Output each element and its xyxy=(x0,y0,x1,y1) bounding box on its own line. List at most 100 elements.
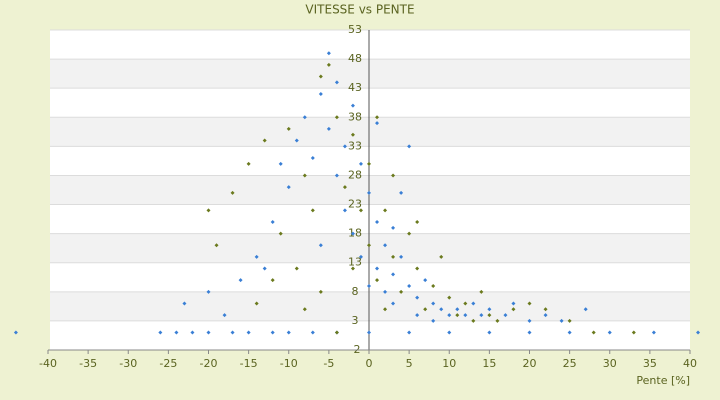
point xyxy=(334,173,339,178)
y-tick-label: 33 xyxy=(348,139,362,152)
point xyxy=(559,318,564,323)
plot-band xyxy=(50,262,690,292)
point xyxy=(342,144,347,149)
point xyxy=(447,313,452,318)
point xyxy=(262,138,267,143)
point xyxy=(375,278,380,283)
point xyxy=(310,156,315,160)
point xyxy=(511,301,516,306)
point xyxy=(391,173,396,178)
x-tick-label: 15 xyxy=(482,357,496,370)
y-tick-label: 38 xyxy=(348,110,362,123)
point xyxy=(270,220,275,224)
point xyxy=(358,208,363,213)
x-tick-label: -5 xyxy=(323,357,334,370)
point xyxy=(399,190,404,195)
y-tick-label: 48 xyxy=(348,52,362,65)
point xyxy=(455,307,460,312)
x-tick-label: 30 xyxy=(603,357,617,370)
point xyxy=(278,161,283,166)
point xyxy=(294,266,299,271)
point xyxy=(391,254,396,259)
chart-title: VITESSE vs PENTE xyxy=(305,3,414,17)
point xyxy=(696,330,701,335)
point xyxy=(407,231,412,236)
plot-band xyxy=(50,233,690,263)
point xyxy=(318,243,323,248)
point xyxy=(487,313,492,318)
point xyxy=(383,289,388,294)
y-tick-label: 18 xyxy=(348,227,362,240)
plot-band xyxy=(50,204,690,234)
x-tick-label: 25 xyxy=(563,357,577,370)
point xyxy=(375,115,380,120)
point xyxy=(318,289,323,294)
point xyxy=(527,301,532,306)
point xyxy=(367,161,371,166)
point xyxy=(407,144,412,149)
point xyxy=(415,220,420,224)
point xyxy=(334,80,339,85)
point xyxy=(439,254,444,259)
point xyxy=(415,266,420,271)
point xyxy=(230,190,235,195)
point xyxy=(367,243,371,248)
x-tick-label: 35 xyxy=(643,357,657,370)
point xyxy=(651,330,656,335)
plot-band xyxy=(50,88,690,118)
point xyxy=(607,330,612,335)
point xyxy=(342,208,347,213)
x-tick-label: -15 xyxy=(240,357,258,370)
point xyxy=(567,318,572,323)
point xyxy=(407,330,412,335)
point xyxy=(591,330,596,335)
y-tick-label: 43 xyxy=(348,81,362,94)
point xyxy=(399,289,404,294)
point xyxy=(318,74,323,79)
point xyxy=(182,301,187,306)
point xyxy=(527,330,532,335)
point xyxy=(415,295,420,300)
point xyxy=(383,307,388,312)
x-tick-label: -30 xyxy=(119,357,137,370)
point xyxy=(246,161,251,166)
point xyxy=(350,231,355,236)
point xyxy=(367,330,371,335)
point xyxy=(286,126,291,131)
point xyxy=(463,301,468,306)
point xyxy=(375,266,380,271)
point xyxy=(270,278,275,283)
point xyxy=(310,330,315,335)
y-tick-label: 13 xyxy=(348,256,362,269)
point xyxy=(471,318,476,323)
point xyxy=(407,284,412,288)
y-tick-label: 23 xyxy=(348,198,362,211)
x-tick-label: -35 xyxy=(79,357,97,370)
plot-band xyxy=(50,30,690,60)
point xyxy=(350,266,355,271)
point xyxy=(431,318,436,323)
point xyxy=(358,254,363,259)
plot-band xyxy=(50,291,690,321)
point xyxy=(262,266,267,271)
point xyxy=(302,307,307,312)
point xyxy=(318,92,323,96)
point xyxy=(543,313,548,318)
point xyxy=(358,161,363,166)
x-tick-label: -20 xyxy=(200,357,218,370)
point xyxy=(294,138,299,143)
point xyxy=(230,330,235,335)
point xyxy=(463,313,468,318)
x-tick-label: 20 xyxy=(523,357,537,370)
point xyxy=(527,318,532,323)
y-tick-label: 8 xyxy=(352,285,359,298)
point xyxy=(286,185,291,190)
point xyxy=(487,330,492,335)
point xyxy=(254,301,259,306)
point xyxy=(278,231,283,236)
y-tick-label: 3 xyxy=(352,314,359,327)
point xyxy=(447,330,452,335)
point xyxy=(375,121,380,126)
point xyxy=(399,254,404,259)
